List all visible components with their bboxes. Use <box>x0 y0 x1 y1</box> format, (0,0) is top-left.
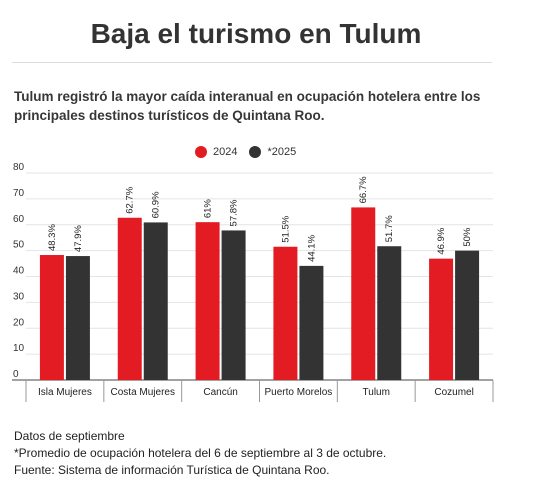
x-tick-label: Tulum <box>363 387 390 398</box>
legend-label-2025: *2025 <box>267 146 297 158</box>
bar-2024 <box>39 255 64 380</box>
y-tick-label-80: 80 <box>13 162 25 173</box>
bar-2024 <box>429 258 454 380</box>
y-tick-label-10: 10 <box>13 343 25 354</box>
legend-item-2025[interactable]: *2025 <box>249 146 296 158</box>
bar-2025 <box>65 256 90 380</box>
note-source: Fuente: Sistema de información Turística… <box>14 463 330 477</box>
x-tick-label: Costa Mujeres <box>111 387 175 398</box>
data-label: 61% <box>203 199 214 219</box>
bar-2024 <box>117 217 142 380</box>
bar-2024 <box>273 246 298 380</box>
data-label: 47.9% <box>73 225 84 252</box>
bar-chart: 0 10 20 30 40 50 60 70 80 Isla Mujeres 48.3% 47.9% C… <box>12 162 494 402</box>
y-tick-label-20: 20 <box>13 317 25 328</box>
x-tick-label: Cozumel <box>434 387 473 398</box>
data-label: 51.5% <box>280 215 291 242</box>
y-tick-label-30: 30 <box>13 291 25 302</box>
y-tick-label-0: 0 <box>13 369 19 380</box>
legend-item-2024[interactable]: 2024 <box>195 146 237 158</box>
data-label: 44.1% <box>306 234 317 261</box>
data-label: 50% <box>462 227 473 247</box>
legend: 2024 *2025 <box>195 146 308 158</box>
data-label: 60.9% <box>151 191 162 218</box>
bar-2025 <box>143 222 168 380</box>
y-tick-label-60: 60 <box>13 214 25 225</box>
bar-2025 <box>377 246 402 380</box>
bar-2024 <box>351 207 376 380</box>
y-tick-label-50: 50 <box>13 240 25 251</box>
bar-2025 <box>299 265 324 380</box>
title-divider <box>12 62 492 63</box>
data-label: 48.3% <box>47 224 58 251</box>
data-label: 66.7% <box>358 176 369 203</box>
y-tick-label-40: 40 <box>13 266 25 277</box>
bar-2024 <box>195 222 220 380</box>
x-tick-label: Cancún <box>203 387 237 398</box>
y-tick-label-70: 70 <box>13 188 25 199</box>
chart-subtitle: Tulum registró la mayor caída interanual… <box>14 89 481 123</box>
legend-label-2024: 2024 <box>213 146 238 158</box>
data-label: 46.9% <box>436 227 447 254</box>
footnotes: Datos de septiembre *Promedio de ocupaci… <box>14 428 386 479</box>
legend-swatch-2024 <box>195 146 207 158</box>
note-average: *Promedio de ocupación hotelera del 6 de… <box>14 446 387 460</box>
bar-2025 <box>221 230 246 380</box>
chart-title: Baja el turismo en Tulum <box>90 18 422 49</box>
x-tick-label: Puerto Morelos <box>265 387 333 398</box>
note-data-period: Datos de septiembre <box>14 429 125 443</box>
data-label: 62.7% <box>125 186 136 213</box>
data-label: 51.7% <box>384 215 395 242</box>
bar-2025 <box>455 250 480 380</box>
data-label: 57.8% <box>229 199 240 226</box>
x-tick-label: Isla Mujeres <box>38 387 92 398</box>
legend-swatch-2025 <box>249 146 262 158</box>
